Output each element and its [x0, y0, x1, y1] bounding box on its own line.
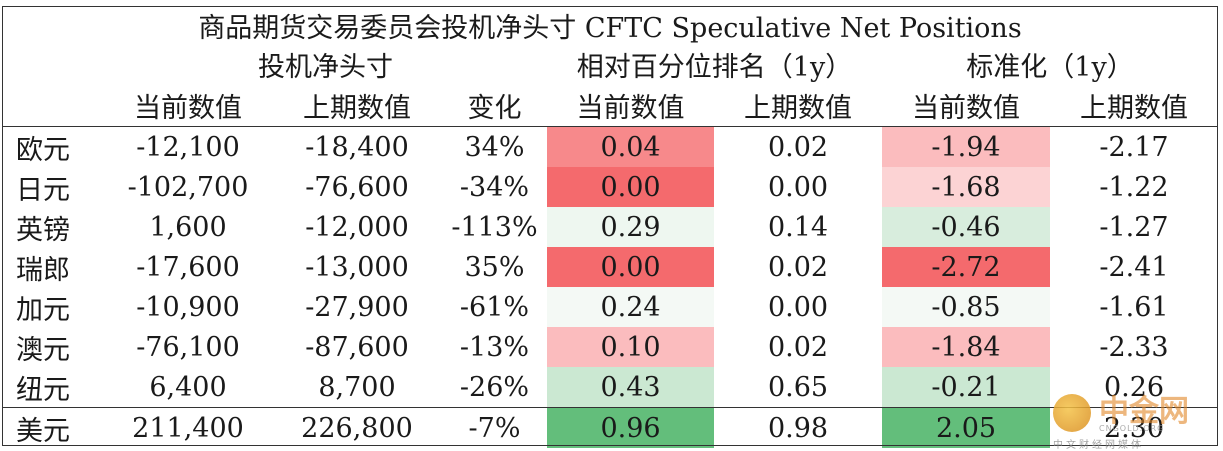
cftc-table: 商品期货交易委员会投机净头寸 CFTC Speculative Net Posi…: [2, 6, 1218, 448]
subheader-pct-previous: 上期数值: [714, 84, 882, 127]
net-previous: 8,700: [318, 371, 396, 403]
std-previous: -2.41: [1099, 251, 1169, 283]
subheader-current: 当前数值: [104, 84, 272, 127]
std-previous: -1.27: [1099, 211, 1169, 243]
net-current: -102,700: [127, 171, 249, 203]
pct-previous: 0.02: [767, 251, 829, 283]
net-previous: -12,000: [305, 211, 409, 243]
currency-name: 日元: [16, 174, 70, 206]
std-previous: 0.26: [1103, 371, 1165, 403]
net-current: 6,400: [149, 371, 227, 403]
pct-current: 0.00: [547, 167, 714, 207]
std-current: -1.84: [882, 327, 1050, 367]
table-row: 美元 211,400 226,800 -7% 0.96 0.98 2.05 2.30: [2, 407, 1218, 448]
net-previous: -27,900: [305, 291, 409, 323]
std-previous: -1.61: [1099, 291, 1169, 323]
net-current: 211,400: [104, 407, 272, 448]
table-row: 纽元 6,400 8,700 -26% 0.43 0.65 -0.21 0.26: [2, 367, 1218, 408]
watermark-sub: 中文财经网媒体: [1053, 440, 1144, 451]
pct-current: 0.96: [547, 407, 714, 448]
pct-previous: 0.14: [767, 211, 829, 243]
std-current: 2.05: [882, 407, 1050, 448]
net-current: -76,100: [136, 331, 240, 363]
pct-previous: 0.02: [767, 131, 829, 163]
pct-previous: 0.00: [767, 171, 829, 203]
net-previous: 226,800: [272, 407, 442, 448]
net-previous: -87,600: [305, 331, 409, 363]
currency-name: 澳元: [16, 334, 70, 366]
table-row: 欧元 -12,100 -18,400 34% 0.04 0.02 -1.94 -2.17: [2, 126, 1218, 167]
watermark-url: CNGOLD.ORG: [1099, 424, 1165, 433]
net-previous: -13,000: [305, 251, 409, 283]
currency-name: 欧元: [16, 134, 70, 166]
table-row: 日元 -102,700 -76,600 -34% 0.00 0.00 -1.68 -1.22: [2, 167, 1218, 207]
subheader-std-current: 当前数值: [882, 84, 1050, 127]
table-row: 瑞郎 -17,600 -13,000 35% 0.00 0.02 -2.72 -2.41: [2, 247, 1218, 287]
net-previous: -76,600: [305, 171, 409, 203]
pct-current: 0.10: [547, 327, 714, 367]
net-current: 1,600: [149, 211, 227, 243]
net-current: -12,100: [136, 131, 240, 163]
watermark-text: 中金网: [1099, 394, 1189, 429]
table-title: 商品期货交易委员会投机净头寸 CFTC Speculative Net Posi…: [198, 13, 1022, 44]
net-change: -13%: [459, 331, 530, 363]
currency-name: 美元: [2, 407, 104, 448]
std-current: -1.68: [882, 167, 1050, 207]
currency-name: 瑞郎: [16, 254, 70, 286]
pct-current: 0.43: [547, 367, 714, 408]
table-row: 英镑 1,600 -12,000 -113% 0.29 0.14 -0.46 -1.27: [2, 207, 1218, 247]
pct-current: 0.29: [547, 207, 714, 247]
subheader-pct-current: 当前数值: [547, 84, 714, 127]
subheader-std-previous: 上期数值: [1050, 84, 1218, 127]
pct-previous: 0.02: [767, 331, 829, 363]
watermark: 中金网 CNGOLD.ORG 中文财经网媒体: [1053, 382, 1213, 451]
std-previous: -2.33: [1099, 331, 1169, 363]
pct-previous: 0.98: [714, 407, 882, 448]
std-current: -1.94: [882, 126, 1050, 167]
net-change: 34%: [464, 131, 525, 163]
currency-name: 纽元: [16, 374, 70, 406]
pct-current: 0.04: [547, 126, 714, 167]
net-current: -17,600: [136, 251, 240, 283]
std-current: -2.72: [882, 247, 1050, 287]
std-current: -0.85: [882, 287, 1050, 327]
pct-current: 0.00: [547, 247, 714, 287]
std-previous: -1.22: [1099, 171, 1169, 203]
table-row: 澳元 -76,100 -87,600 -13% 0.10 0.02 -1.84 -2.33: [2, 327, 1218, 367]
net-previous: -18,400: [305, 131, 409, 163]
group-header-net-positions: 投机净头寸: [258, 52, 393, 83]
watermark-logo-icon: [1053, 394, 1091, 432]
net-change: -7%: [442, 407, 547, 448]
std-current: -0.21: [882, 367, 1050, 408]
group-header-standardized: 标准化（1y）: [966, 52, 1134, 83]
subheader-change: 变化: [442, 84, 547, 127]
subheader-previous: 上期数值: [272, 84, 442, 127]
group-header-percentile: 相对百分位排名（1y）: [576, 52, 853, 83]
pct-previous: 0.00: [767, 291, 829, 323]
currency-name: 加元: [16, 294, 70, 326]
table-row: 加元 -10,900 -27,900 -61% 0.24 0.00 -0.85 -1.61: [2, 287, 1218, 327]
currency-name: 英镑: [16, 214, 70, 246]
pct-current: 0.24: [547, 287, 714, 327]
std-current: -0.46: [882, 207, 1050, 247]
net-current: -10,900: [136, 291, 240, 323]
net-change: -34%: [459, 171, 530, 203]
net-change: 35%: [464, 251, 525, 283]
std-previous: -2.17: [1099, 131, 1169, 163]
net-change: -113%: [451, 211, 538, 243]
net-change: -26%: [459, 371, 530, 403]
net-change: -61%: [459, 291, 530, 323]
pct-previous: 0.65: [767, 371, 829, 403]
